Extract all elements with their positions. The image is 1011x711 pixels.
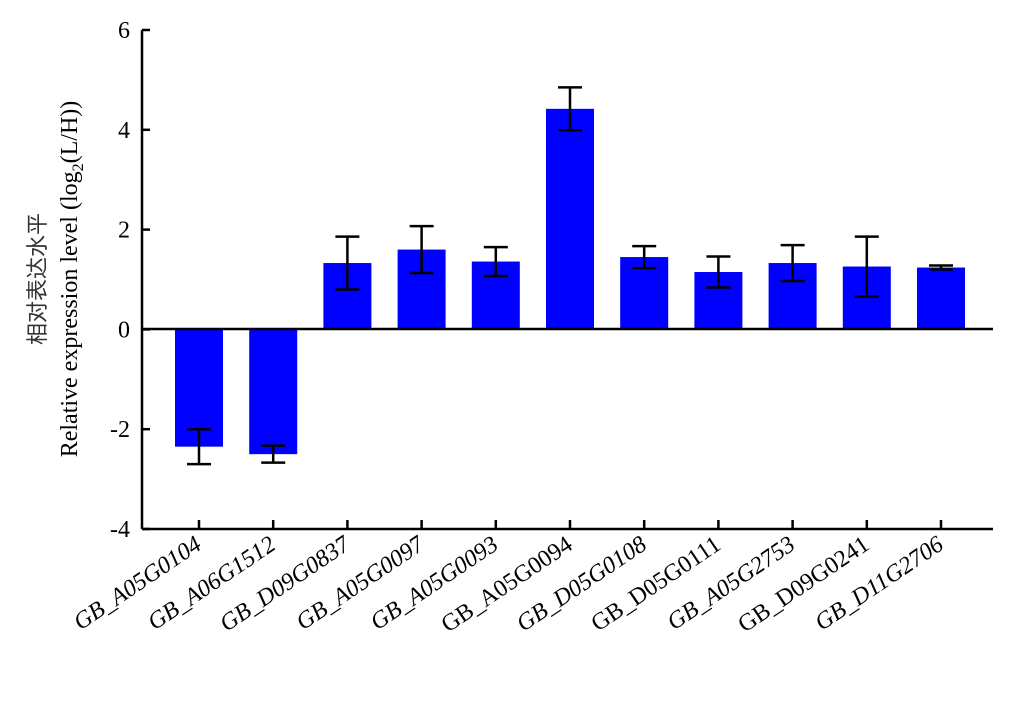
- x-tick-label: GB_A05G0097: [292, 531, 430, 636]
- error-bar: [929, 264, 953, 271]
- x-tick-label: GB_A05G0093: [366, 531, 503, 635]
- y-axis-label-main: Relative expression level (log: [57, 171, 83, 457]
- error-bar: [854, 235, 879, 298]
- x-tick-label: GB_A05G0104: [69, 531, 206, 635]
- x-tick-label: GB_D05G0108: [512, 531, 651, 637]
- y-ticks-group: -4 -2 0 2 4 6: [110, 18, 150, 543]
- y-axis-label: Relative expression level (log2(L/H)): [57, 101, 87, 458]
- bar: [917, 267, 965, 330]
- error-bar: [261, 444, 286, 464]
- y-tick-label: -2: [110, 417, 130, 443]
- error-bar: [187, 427, 211, 466]
- error-bar: [335, 235, 360, 291]
- x-ticks-group: [197, 520, 943, 529]
- bar: [546, 108, 594, 330]
- y-tick-label: 4: [118, 118, 130, 144]
- y-axis-label-chinese: 相对表达水平: [26, 213, 51, 345]
- y-axis-label-subscript: 2: [70, 163, 87, 171]
- x-tick-label: GB_D11G2706: [810, 531, 948, 636]
- x-tick-label: GB_A05G2753: [663, 531, 800, 635]
- y-tick-label: 2: [118, 218, 130, 244]
- y-axis-label-tail: (L/H)): [57, 101, 83, 164]
- x-tick-label: GB_D09G0837: [215, 531, 355, 637]
- error-bar: [558, 86, 582, 132]
- error-bar: [409, 224, 434, 275]
- bar: [249, 329, 298, 455]
- bar: [175, 329, 223, 447]
- y-tick-label: -4: [110, 517, 130, 543]
- x-tick-labels-group: GB_A05G0104GB_A06G1512GB_D09G0837GB_A05G…: [69, 531, 948, 638]
- y-tick-label: 0: [118, 317, 130, 343]
- y-tick-label: 6: [118, 18, 130, 44]
- error-bar: [483, 245, 508, 278]
- error-bar: [706, 255, 731, 289]
- bars-group: [175, 108, 965, 455]
- error-bar: [632, 244, 657, 270]
- x-tick-label: GB_A06G1512: [143, 531, 280, 635]
- error-bars-group: [187, 86, 953, 466]
- x-tick-label: GB_D05G0111: [587, 531, 726, 637]
- error-bar: [780, 243, 805, 283]
